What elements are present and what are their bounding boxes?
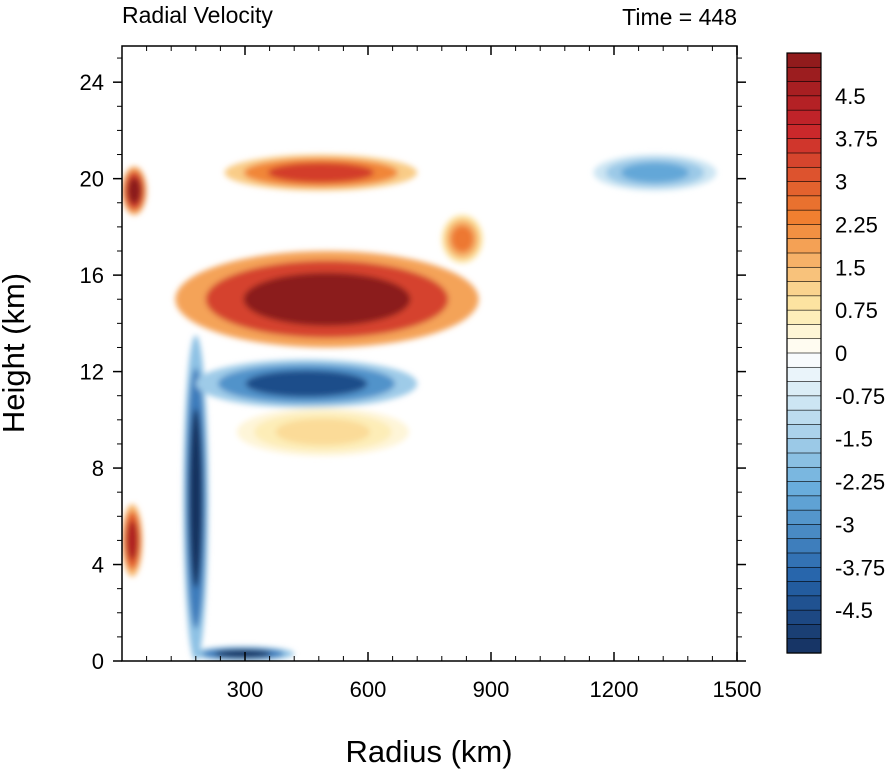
colorbar-bin bbox=[786, 138, 822, 154]
colorbar-bin bbox=[786, 352, 822, 368]
velocity-feature bbox=[451, 225, 474, 253]
colorbar-bin bbox=[786, 566, 822, 583]
colorbar-bin bbox=[786, 252, 822, 268]
y-tick-label: 12 bbox=[80, 360, 104, 385]
colorbar-label: -3.75 bbox=[835, 555, 885, 580]
plot-frame bbox=[121, 45, 738, 662]
velocity-feature bbox=[127, 177, 142, 204]
colorbar-bin bbox=[786, 209, 822, 226]
velocity-feature bbox=[267, 162, 374, 183]
colorbar-bin bbox=[786, 481, 822, 497]
colorbar-bin bbox=[786, 238, 822, 254]
colorbar-bin bbox=[786, 95, 822, 111]
y-tick-label: 8 bbox=[92, 456, 104, 481]
colorbar-bin bbox=[786, 109, 822, 126]
colorbar-label: 0.75 bbox=[835, 298, 878, 323]
colorbar: 4.5 3.75 3 2.25 1.5 0.75 0 -0.75 -1.5 -2.25 -3 -3.7… bbox=[786, 52, 885, 654]
colorbar-bin bbox=[786, 395, 822, 411]
y-tick-label: 4 bbox=[92, 553, 104, 578]
velocity-feature bbox=[243, 272, 411, 326]
colorbar-bin bbox=[786, 66, 822, 83]
colorbar-bin bbox=[786, 81, 822, 97]
x-tick-label: 900 bbox=[473, 677, 510, 702]
colorbar-bin bbox=[786, 409, 822, 426]
velocity-feature bbox=[189, 408, 203, 588]
colorbar-bin bbox=[786, 281, 822, 297]
velocity-field bbox=[122, 46, 737, 661]
chart-title-left: Radial Velocity bbox=[122, 2, 273, 28]
colorbar-bin bbox=[786, 295, 822, 311]
colorbar-bin bbox=[786, 624, 822, 640]
velocity-feature bbox=[214, 649, 272, 658]
x-tick-label: 1200 bbox=[590, 677, 639, 702]
y-axis-label: Height (km) bbox=[0, 273, 31, 433]
colorbar-label: 3.75 bbox=[835, 127, 878, 152]
colorbar-bin bbox=[786, 538, 822, 554]
colorbar-label: -0.75 bbox=[835, 384, 885, 409]
x-tick-label: 300 bbox=[227, 677, 264, 702]
y-tick-label: 20 bbox=[80, 167, 104, 192]
y-tick-label: 0 bbox=[92, 649, 104, 674]
colorbar-bin bbox=[786, 266, 822, 283]
colorbar-label: 0 bbox=[835, 341, 847, 366]
velocity-feature bbox=[275, 418, 371, 446]
colorbar-label: 4.5 bbox=[835, 84, 866, 109]
colorbar-bin bbox=[786, 52, 822, 68]
velocity-feature bbox=[245, 370, 368, 397]
colorbar-bin bbox=[786, 495, 822, 511]
colorbar-bin bbox=[786, 338, 822, 354]
colorbar-bin bbox=[786, 466, 822, 483]
y-tick-label: 16 bbox=[80, 263, 104, 288]
colorbar-bin bbox=[786, 152, 822, 168]
colorbar-frame bbox=[786, 52, 822, 654]
velocity-feature bbox=[621, 162, 689, 183]
colorbar-bin bbox=[786, 452, 822, 468]
colorbar-bin bbox=[786, 424, 822, 440]
x-tick-label: 600 bbox=[350, 677, 387, 702]
colorbar-bin bbox=[786, 509, 822, 526]
colorbar-bin bbox=[786, 181, 822, 197]
colorbar-label: -2.25 bbox=[835, 470, 885, 495]
y-tick-label: 24 bbox=[80, 70, 104, 95]
colorbar-label: -4.5 bbox=[835, 598, 873, 623]
colorbar-label: 2.25 bbox=[835, 212, 878, 237]
velocity-feature bbox=[126, 520, 138, 561]
colorbar-bin bbox=[786, 224, 822, 240]
colorbar-bin bbox=[786, 638, 822, 654]
colorbar-label: 3 bbox=[835, 170, 847, 195]
x-tick-label: 1500 bbox=[713, 677, 762, 702]
colorbar-bin bbox=[786, 124, 822, 140]
x-axis: 300 600 900 1200 1500 bbox=[121, 46, 762, 702]
colorbar-bin bbox=[786, 366, 822, 383]
chart-title-right: Time = 448 bbox=[622, 4, 737, 30]
colorbar-bin bbox=[786, 438, 822, 454]
colorbar-bin bbox=[786, 195, 822, 211]
colorbar-label: 1.5 bbox=[835, 255, 866, 280]
colorbar-bin bbox=[786, 309, 822, 326]
colorbar-label: -3 bbox=[835, 512, 855, 537]
colorbar-label: -1.5 bbox=[835, 427, 873, 452]
colorbar-bin bbox=[786, 524, 822, 540]
colorbar-bin bbox=[786, 324, 822, 340]
colorbar-bin bbox=[786, 595, 822, 611]
colorbar-bin bbox=[786, 166, 822, 183]
colorbar-bin bbox=[786, 581, 822, 597]
colorbar-bin bbox=[786, 381, 822, 397]
colorbar-bin bbox=[786, 552, 822, 568]
y-axis: 0 4 8 12 16 20 24 bbox=[80, 57, 746, 674]
colorbar-bin bbox=[786, 609, 822, 626]
x-axis-label: Radius (km) bbox=[345, 734, 512, 769]
